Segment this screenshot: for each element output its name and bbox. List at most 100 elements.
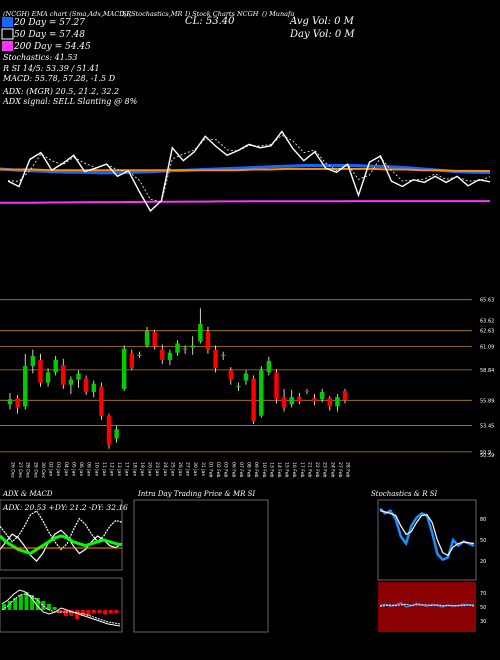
candle-body <box>335 397 340 407</box>
intraday-box <box>133 499 269 633</box>
macd-hist-bar <box>18 595 23 610</box>
x-tick-label: 23 Feb <box>322 462 328 478</box>
ma50-label: 50 Day = 57.48 <box>14 30 85 40</box>
adx-macd-panel <box>0 499 123 633</box>
y-tick-label: 53.45 <box>480 424 494 430</box>
x-tick-label: 24 Jan <box>162 462 168 476</box>
x-tick-label: 09 Feb <box>253 462 259 478</box>
y-tick-label: 62.63 <box>480 329 494 335</box>
adx-panel-legend: ADX: 20.53 +DY: 21.2 -DY: 32.16 <box>2 503 128 512</box>
candle-body <box>312 398 317 402</box>
candle-body <box>152 332 157 347</box>
macd-hist-bar <box>108 610 113 614</box>
stochastics-rsi-panel: 80 50 20 70 50 30 <box>377 499 486 632</box>
candle-body <box>91 383 96 392</box>
price-line <box>7 130 491 213</box>
candle-body <box>137 354 142 356</box>
header-line1-far: () Munafa <box>262 10 294 18</box>
y-tick-label: 63.62 <box>480 318 494 324</box>
y-tick-label: 65.63 <box>480 298 494 304</box>
adx-panel-title: ADX & MACD <box>2 490 53 498</box>
candle-body <box>228 370 233 380</box>
x-tick-label: 18 Jan <box>131 462 137 476</box>
x-tick-label: 27 Feb <box>337 462 343 478</box>
x-tick-label: 30 Dec <box>40 462 46 479</box>
x-tick-label: 19 Jan <box>139 462 145 476</box>
x-tick-label: 20 Jan <box>147 462 153 476</box>
x-tick-label: 24 Feb <box>329 462 335 478</box>
stoch-box <box>377 499 477 581</box>
macd-hist-bar <box>30 595 35 610</box>
x-tick-label: 12 Jan <box>108 462 114 476</box>
x-tick-label: 25 Jan <box>169 462 175 476</box>
candle-body <box>106 415 112 445</box>
macd-hist-bar <box>69 610 74 616</box>
macd-line-1 <box>1 593 121 625</box>
candle-body <box>30 355 36 367</box>
candle-body <box>68 379 74 385</box>
stoch-label: Stochastics: 41.53 <box>3 53 78 62</box>
macd-hist-bar <box>46 604 51 610</box>
x-tick-label: 16 Feb <box>291 462 297 478</box>
candle-body <box>83 378 89 392</box>
candle-body <box>23 366 28 407</box>
y-tick-label: 50.9 <box>480 450 491 456</box>
ma20-label: 20 Day = 57.27 <box>13 18 85 28</box>
x-tick-label: 14 Feb <box>276 462 282 478</box>
candle-body <box>327 398 332 407</box>
candle-body <box>144 331 150 346</box>
candle-body <box>38 359 43 383</box>
candle-body <box>297 397 302 402</box>
candle-body <box>342 390 348 401</box>
price-dashed-line <box>7 134 491 203</box>
candle-body <box>53 359 58 373</box>
x-tick-label: 04 Jan <box>63 462 69 476</box>
x-tick-label: 21 Feb <box>306 462 312 478</box>
macd-hist-bar <box>41 601 46 610</box>
candle-body <box>266 360 272 373</box>
candle-body <box>175 343 180 353</box>
rsi-y-tick: 70 <box>480 591 486 597</box>
x-tick-label: 06 Jan <box>78 462 84 476</box>
x-tick-label: 08 Feb <box>246 462 252 478</box>
macd-hist-bar <box>86 610 91 616</box>
candle-body <box>198 323 203 342</box>
ema-line-2 <box>0 200 490 204</box>
x-tick-label: 26 Jan <box>177 462 183 476</box>
candle-body <box>236 385 241 387</box>
adx-line-1 <box>0 529 123 562</box>
stoch-line-1 <box>379 510 475 557</box>
macd-hist-bar <box>91 610 96 613</box>
intraday-panel <box>133 499 269 633</box>
x-tick-label: 13 Jan <box>116 462 122 476</box>
x-tick-label: 15 Feb <box>284 462 290 478</box>
x-tick-label: 27 Jan <box>185 462 191 476</box>
x-tick-label: 02 Feb <box>215 462 221 478</box>
header-line1-right: I) Stock Charts NCGH <box>184 10 259 18</box>
ema-line-1 <box>0 167 491 172</box>
candle-body <box>182 348 188 350</box>
candle-body <box>274 372 279 400</box>
x-tick-label: 07 Feb <box>238 462 244 478</box>
candlestick-panel: 65.63 63.62 62.63 61.09 58.84 55.89 53.45 50.95… <box>0 298 494 479</box>
x-tick-label: 30 Jan <box>192 462 198 476</box>
y-tick-label: 61.09 <box>480 345 494 351</box>
y-tick-label: 58.84 <box>480 368 494 374</box>
macd-hist-bar <box>63 610 68 616</box>
candle-body <box>99 386 104 416</box>
candle-body <box>259 370 264 416</box>
macd-label: MACD: 55.78, 57.28, -1.5 D <box>2 74 116 83</box>
candle-body <box>304 390 310 392</box>
candle-body <box>61 365 66 385</box>
candle-body <box>122 348 127 389</box>
macd-hist-bar <box>97 610 102 613</box>
x-tick-label: 10 Jan <box>93 462 99 476</box>
x-tick-label: 29 Dec <box>32 462 38 479</box>
avg-vol-label: Avg Vol: 0 M <box>289 16 355 27</box>
candle-body <box>7 399 13 405</box>
adx-line-0 <box>0 534 123 556</box>
stoch-y-tick: 80 <box>480 517 486 523</box>
x-tick-label: 11 Jan <box>101 462 107 476</box>
x-tick-label: 28 Feb <box>345 462 351 478</box>
macd-box <box>0 577 123 633</box>
